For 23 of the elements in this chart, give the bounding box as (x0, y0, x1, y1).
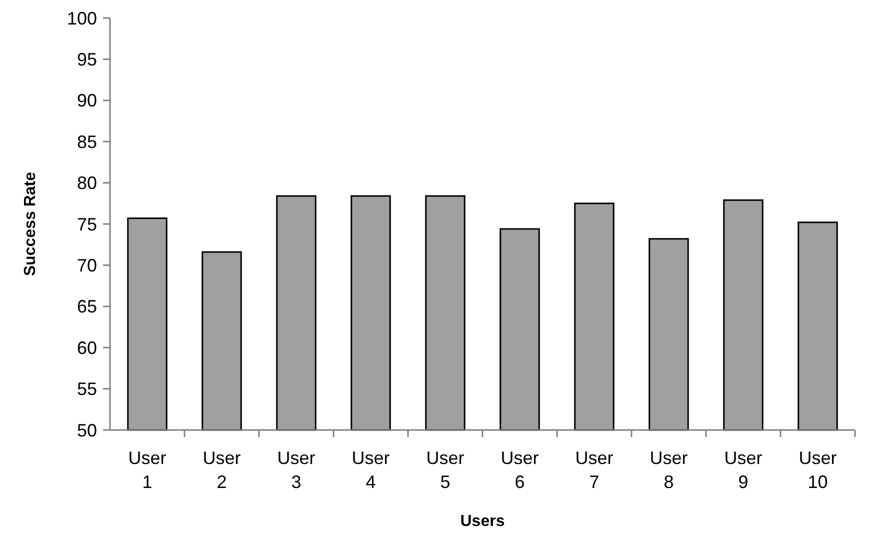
y-tick-label: 70 (76, 256, 97, 276)
y-tick-label: 50 (76, 420, 97, 440)
x-tick-label: User 5 (426, 448, 464, 492)
x-tick-label: User 4 (352, 448, 390, 492)
x-tick-label: User 10 (798, 448, 837, 492)
y-tick-label: 90 (76, 90, 97, 111)
y-tick-label: 100 (66, 8, 97, 28)
y-tick-label: 95 (76, 50, 97, 70)
x-tick-label: User 9 (724, 448, 762, 492)
y-tick-label: 80 (76, 173, 97, 194)
x-tick-label: User 1 (128, 448, 166, 492)
y-axis-title: Success Rate (22, 172, 39, 276)
x-tick-label: User 3 (277, 448, 316, 492)
y-tick-label: 85 (76, 132, 97, 152)
x-tick-label: User 6 (500, 448, 539, 492)
y-tick-label: 60 (76, 338, 97, 358)
x-axis-title: Users (460, 513, 505, 530)
y-tick-label: 75 (76, 214, 97, 234)
x-tick-label: User 2 (202, 448, 241, 492)
y-tick-label: 55 (76, 379, 97, 400)
y-tick-label: 65 (76, 296, 97, 317)
x-tick-label: User 8 (650, 448, 688, 492)
x-tick-label: User 7 (575, 448, 614, 492)
